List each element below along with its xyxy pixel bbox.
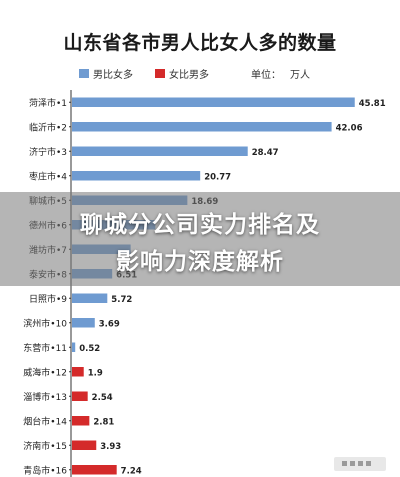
category-label: 临沂市•2 — [29, 121, 67, 133]
data-label: 3.69 — [99, 319, 120, 329]
image-badge — [334, 457, 386, 471]
category-label: 烟台市•14 — [23, 415, 67, 427]
unit-label: 单位： — [251, 70, 281, 81]
banner-line-2: 影响力深度解析 — [116, 249, 284, 275]
category-label: 日照市•9 — [29, 293, 67, 305]
bar — [72, 293, 108, 303]
bar — [72, 122, 332, 132]
data-label: 0.52 — [79, 344, 100, 354]
banner-line-1: 聊城分公司实力排名及 — [80, 212, 320, 238]
category-label: 枣庄市•4 — [29, 170, 67, 182]
legend-swatch-male-more — [79, 69, 89, 78]
legend-label-male-more: 男比女多 — [93, 70, 133, 81]
category-label: 淄博市•13 — [23, 391, 67, 403]
bar — [72, 440, 97, 450]
watermark-banner — [0, 192, 400, 286]
data-label: 45.81 — [359, 99, 386, 109]
data-label: 42.06 — [336, 123, 363, 133]
chart-title: 山东省各市男人比女人多的数量 — [63, 32, 337, 54]
category-label: 东营市•11 — [23, 342, 67, 354]
bar — [72, 97, 355, 107]
data-label: 2.54 — [92, 393, 113, 403]
category-label: 青岛市•16 — [23, 464, 67, 476]
bar — [72, 367, 84, 377]
legend-swatch-female-more — [155, 69, 165, 78]
bar — [72, 391, 88, 401]
data-label: 3.93 — [100, 442, 121, 452]
bar — [72, 465, 117, 475]
data-label: 7.24 — [121, 466, 142, 476]
category-label: 菏泽市•1 — [29, 97, 67, 109]
category-label: 滨州市•10 — [23, 317, 67, 329]
data-label: 5.72 — [111, 295, 132, 305]
bar — [72, 171, 201, 181]
bar — [72, 146, 248, 156]
legend: 男比女多 女比男多 单位： 万人 — [0, 66, 400, 82]
data-label: 28.47 — [252, 148, 279, 158]
bar — [72, 416, 90, 426]
legend-label-female-more: 女比男多 — [169, 70, 209, 81]
category-label: 济南市•15 — [23, 440, 67, 452]
bar — [72, 342, 76, 352]
unit-value: 万人 — [290, 70, 310, 81]
category-label: 济宁市•3 — [29, 146, 67, 158]
data-label: 20.77 — [204, 172, 231, 182]
data-label: 1.9 — [88, 368, 103, 378]
category-label: 威海市•12 — [23, 366, 67, 378]
data-label: 2.81 — [93, 417, 114, 427]
bar — [72, 318, 95, 328]
